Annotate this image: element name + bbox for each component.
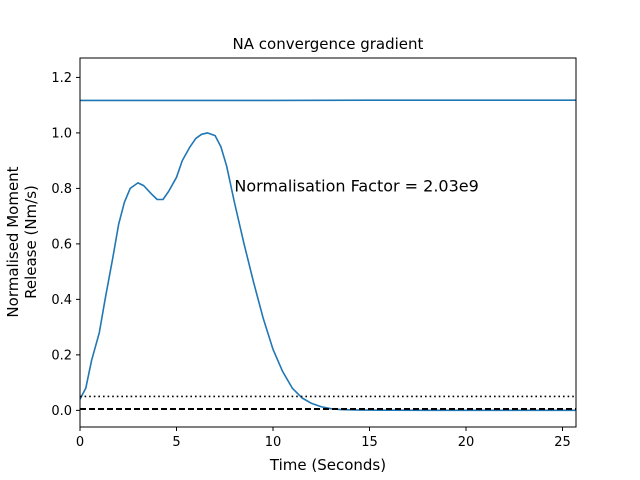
plot-area <box>79 57 577 428</box>
series-layer <box>80 99 576 412</box>
plot-frame <box>79 57 577 428</box>
y-axis-label-line-1: Normalised Moment <box>4 166 22 317</box>
x-tick-label: 10 <box>265 435 282 450</box>
y-tick-label: 1.2 <box>51 71 72 86</box>
x-tick-label: 20 <box>458 435 475 450</box>
x-tick-label: 0 <box>76 435 84 450</box>
x-axis: 0 5 10 15 20 25 <box>76 427 571 450</box>
y-tick-label: 0.4 <box>51 293 72 308</box>
x-tick-label: 25 <box>554 435 571 450</box>
y-tick-label: 0.2 <box>51 348 72 363</box>
normalisation-factor-annotation: Normalisation Factor = 2.03e9 <box>234 177 478 196</box>
x-tick-label: 5 <box>172 435 180 450</box>
chart-title: NA convergence gradient <box>233 35 424 53</box>
y-axis-label: Normalised Moment Release (Nm/s) <box>4 166 40 317</box>
y-tick-label: 1.0 <box>51 126 72 141</box>
x-axis-label: Time (Seconds) <box>269 456 386 474</box>
x-tick-label: 15 <box>361 435 378 450</box>
y-tick-label: 0.0 <box>51 404 72 419</box>
y-axis-label-line-2: Release (Nm/s) <box>22 185 40 299</box>
y-axis: 0.0 0.2 0.4 0.6 0.8 1.0 1.2 <box>51 71 80 419</box>
y-tick-label: 0.8 <box>51 182 72 197</box>
y-tick-label: 0.6 <box>51 237 72 252</box>
series-line-0 <box>80 132 576 412</box>
